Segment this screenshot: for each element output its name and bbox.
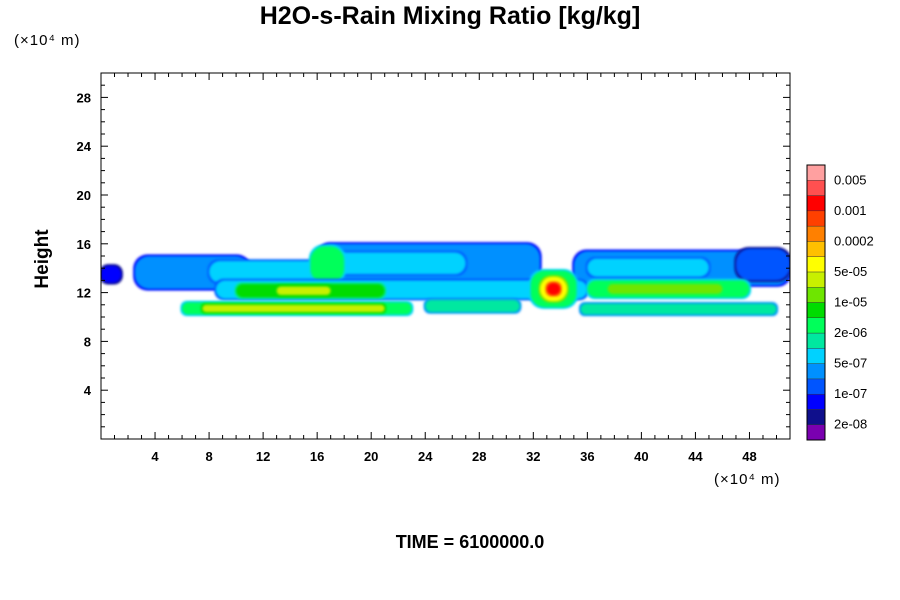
colorbar-frame: [806, 164, 826, 441]
colorbar-label: 2e-08: [834, 417, 867, 432]
x-tick-label: 32: [526, 449, 540, 464]
contour-region: [607, 284, 723, 294]
colorbar-label: 1e-05: [834, 295, 867, 310]
colorbar-swatch: [806, 241, 826, 257]
x-tick-label: 20: [364, 449, 378, 464]
colorbar-swatch: [806, 271, 826, 288]
x-tick-label: 28: [472, 449, 486, 464]
x-tick-label: 24: [418, 449, 433, 464]
colorbar-swatch: [806, 164, 826, 181]
y-tick-label: 28: [77, 90, 91, 105]
colorbar-swatch: [806, 195, 826, 212]
contour-region: [310, 246, 345, 283]
chart-title: H2O-s-Rain Mixing Ratio [kg/kg]: [259, 2, 641, 30]
contour-region: [101, 265, 122, 283]
y-axis: 4 8 12 16 20 24 28: [77, 84, 790, 428]
x-tick-label: 8: [205, 449, 212, 464]
colorbar-swatch: [806, 180, 826, 196]
colorbar-swatch: [806, 256, 826, 273]
x-tick-label: 48: [742, 449, 756, 464]
y-unit-label: (×10⁴ m): [14, 32, 81, 49]
colorbar-swatch: [806, 210, 826, 227]
colorbar-label: 2e-06: [834, 325, 867, 340]
contour-region: [425, 299, 520, 313]
contour-region: [580, 303, 777, 315]
y-tick-label: 16: [77, 237, 91, 252]
colorbar-swatch: [806, 363, 826, 380]
colorbar-label: 0.0002: [834, 233, 874, 248]
x-tick-label: 40: [634, 449, 648, 464]
colorbar-swatch: [806, 225, 826, 242]
y-tick-label: 20: [77, 188, 91, 203]
contour-region: [735, 248, 790, 281]
colorbar-swatch: [806, 317, 826, 334]
x-tick-label: 16: [310, 449, 324, 464]
colorbar-label: 0.005: [834, 172, 867, 187]
x-tick-label: 44: [688, 449, 703, 464]
colorbar-swatch: [806, 393, 826, 410]
contour-region: [330, 252, 466, 275]
time-label: TIME = 6100000.0: [395, 532, 545, 552]
x-axis: 4 8 12 16 20 24 28 32 36 40 44 48: [114, 73, 777, 464]
y-tick-label: 4: [84, 383, 92, 398]
contour-region: [587, 258, 709, 277]
colorbar: 2e-08 1e-07 5e-07 2e-06 1e-05 5e-05 0.0002 0.00…: [806, 164, 874, 441]
x-unit-label: (×10⁴ m): [714, 471, 781, 488]
contour-region: [546, 282, 561, 296]
x-tick-label: 4: [151, 449, 159, 464]
colorbar-swatch: [806, 287, 826, 303]
colorbar-label: 0.001: [834, 203, 867, 218]
x-tick-label: 12: [256, 449, 270, 464]
colorbar-swatch: [806, 424, 826, 441]
colorbar-swatch: [806, 348, 826, 364]
y-tick-label: 24: [77, 139, 92, 154]
x-tick-label: 36: [580, 449, 594, 464]
y-tick-label: 12: [77, 286, 91, 301]
colorbar-swatch: [806, 409, 826, 425]
colorbar-swatch: [806, 378, 826, 395]
colorbar-swatch: [806, 332, 826, 349]
colorbar-label: 5e-05: [834, 264, 867, 279]
colorbar-swatch: [806, 302, 826, 318]
y-tick-label: 8: [84, 334, 91, 349]
contour-region: [276, 286, 331, 296]
contour-region: [202, 304, 385, 313]
colorbar-label: 1e-07: [834, 386, 867, 401]
contour-fill-group: [101, 242, 790, 317]
contour-region: [209, 260, 331, 283]
colorbar-label: 5e-07: [834, 356, 867, 371]
